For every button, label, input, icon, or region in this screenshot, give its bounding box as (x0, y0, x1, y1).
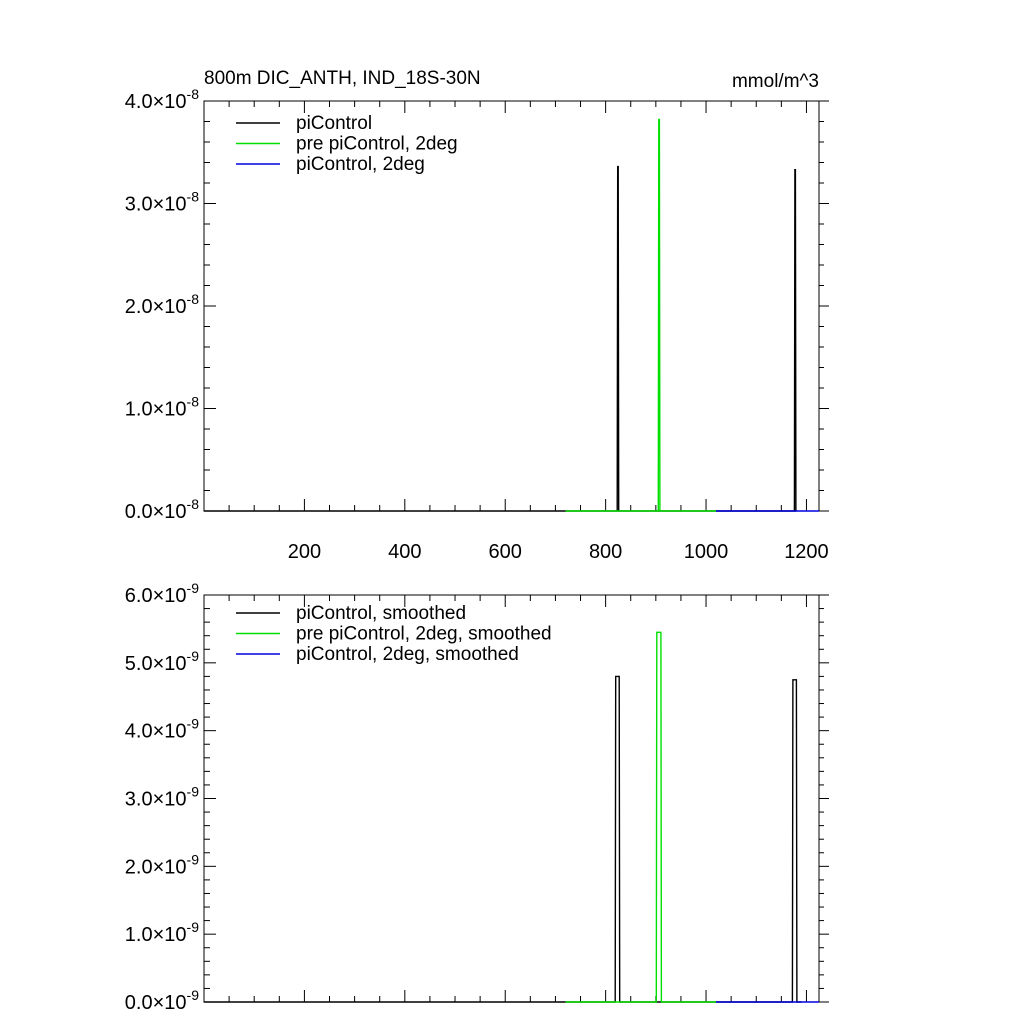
times-sign: ×10 (153, 296, 187, 318)
legend-label: pre piControl, 2deg, smoothed (296, 624, 552, 645)
y-tick-mantissa: 4.0 (125, 721, 153, 743)
y-tick-exponent: -8 (187, 189, 200, 205)
series-line-1 (565, 631, 717, 1003)
y-tick-label: 4.0×10-8 (125, 86, 199, 113)
series-line-0 (204, 675, 802, 1003)
top-panel: 200 400 600 800 1000 12000.0×10-81.0×10-82.0×… (125, 86, 829, 563)
y-tick-exponent: -9 (187, 987, 200, 1003)
y-tick-mantissa: 1.0 (125, 924, 153, 946)
y-tick-exponent: -9 (187, 716, 200, 732)
y-tick-label: 3.0×10-8 (125, 189, 199, 216)
y-tick-mantissa: 5.0 (125, 653, 153, 675)
y-tick-exponent: -8 (187, 496, 200, 512)
series-line-1 (565, 118, 717, 512)
y-tick-label: 2.0×10-9 (125, 851, 199, 878)
times-sign: ×10 (153, 924, 187, 946)
y-tick-label: 5.0×10-9 (125, 648, 199, 675)
y-tick-label: 0.0×10-8 (125, 496, 199, 523)
y-tick-mantissa: 2.0 (125, 856, 153, 878)
times-sign: ×10 (153, 91, 187, 113)
y-tick-exponent: -8 (187, 86, 200, 102)
y-tick-label: 1.0×10-8 (125, 394, 199, 421)
times-sign: ×10 (153, 194, 187, 216)
x-tick-label: 1200 (784, 541, 829, 563)
y-tick-mantissa: 0.0 (125, 501, 153, 523)
x-tick-label: 800 (589, 541, 622, 563)
times-sign: ×10 (153, 399, 187, 421)
y-tick-label: 3.0×10-9 (125, 784, 199, 811)
y-tick-mantissa: 4.0 (125, 91, 153, 113)
bottom-panel: 0.0×10-91.0×10-92.0×10-93.0×10-94.0×10-9… (125, 580, 829, 1014)
y-tick-label: 1.0×10-9 (125, 919, 199, 946)
legend-label: piControl, 2deg, smoothed (296, 644, 519, 665)
units-label: mmol/m^3 (732, 71, 819, 92)
y-tick-exponent: -8 (187, 291, 200, 307)
times-sign: ×10 (153, 789, 187, 811)
legend-label: piControl, 2deg (296, 154, 425, 175)
times-sign: ×10 (153, 653, 187, 675)
y-tick-exponent: -9 (187, 851, 200, 867)
y-tick-mantissa: 3.0 (125, 789, 153, 811)
legend-label: pre piControl, 2deg (296, 134, 458, 155)
y-tick-exponent: -9 (187, 784, 200, 800)
y-tick-label: 2.0×10-8 (125, 291, 199, 318)
y-tick-mantissa: 0.0 (125, 992, 153, 1014)
x-tick-label: 200 (288, 541, 321, 563)
y-tick-exponent: -9 (187, 580, 200, 596)
times-sign: ×10 (153, 721, 187, 743)
y-tick-mantissa: 6.0 (125, 585, 153, 607)
x-tick-label: 600 (489, 541, 522, 563)
legend-label: piControl (296, 113, 372, 134)
y-tick-label: 0.0×10-9 (125, 987, 199, 1014)
x-tick-label: 1000 (684, 541, 729, 563)
x-tick-label: 400 (388, 541, 421, 563)
series-line-0 (204, 165, 797, 512)
y-tick-exponent: -9 (187, 648, 200, 664)
times-sign: ×10 (153, 856, 187, 878)
y-tick-label: 6.0×10-9 (125, 580, 199, 607)
times-sign: ×10 (153, 585, 187, 607)
times-sign: ×10 (153, 501, 187, 523)
y-tick-exponent: -8 (187, 394, 200, 410)
y-tick-mantissa: 1.0 (125, 399, 153, 421)
y-tick-mantissa: 3.0 (125, 194, 153, 216)
y-tick-exponent: -9 (187, 919, 200, 935)
y-tick-label: 4.0×10-9 (125, 716, 199, 743)
plot-title: 800m DIC_ANTH, IND_18S-30N (204, 68, 481, 89)
legend-label: piControl, smoothed (296, 603, 466, 624)
y-tick-mantissa: 2.0 (125, 296, 153, 318)
times-sign: ×10 (153, 992, 187, 1014)
